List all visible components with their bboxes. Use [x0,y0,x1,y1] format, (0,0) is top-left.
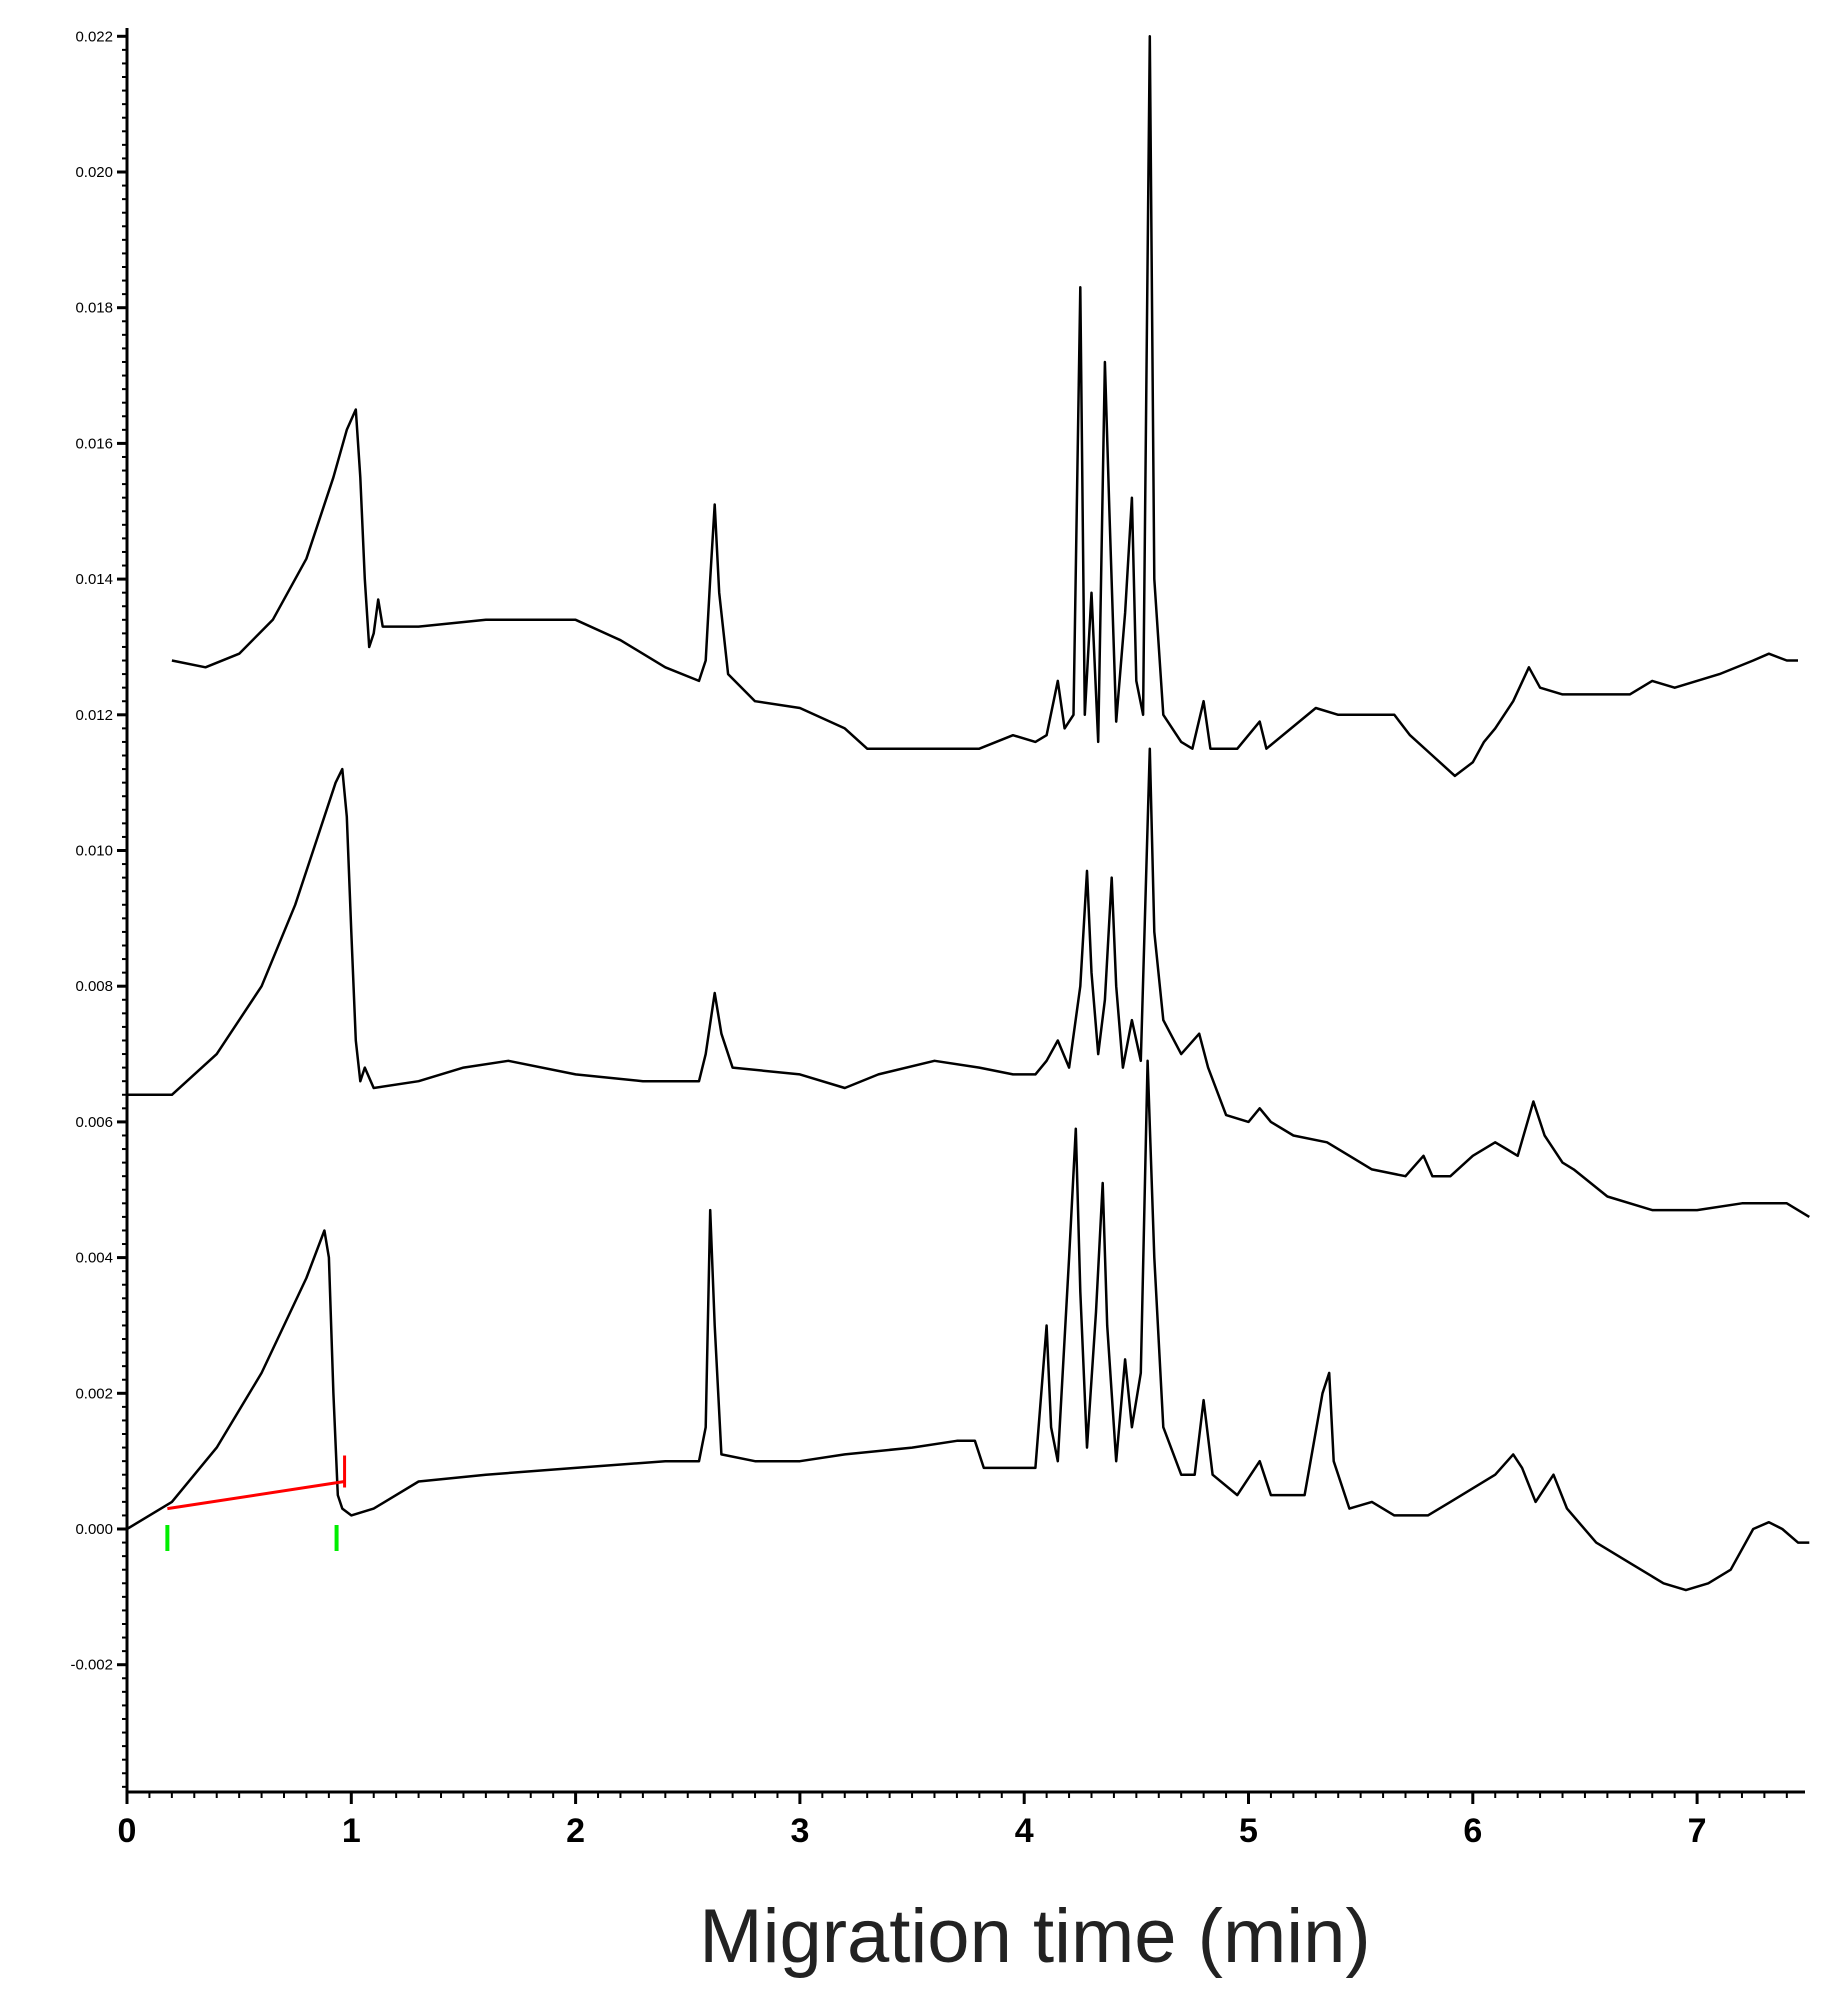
x-axis: 0 1 2 3 4 5 6 7 [118,1790,1805,1850]
integration-baseline [167,1480,345,1511]
x-tick-label: 2 [566,1812,585,1850]
electropherogram-trace-1 [171,35,1798,778]
y-tick-label: 0.014 [75,571,113,588]
y-axis: -0.002 0.000 0.002 0.004 0.006 0.008 0.010 0.01… [70,28,129,1792]
x-tick-label: 5 [1239,1812,1258,1850]
y-tick-label: 0.016 [75,435,113,452]
x-tick-label: 6 [1463,1812,1482,1850]
x-tick-label: 1 [342,1812,361,1850]
electropherogram-trace-2 [127,747,1810,1218]
y-tick-label: 0.010 [75,843,113,860]
x-tick-label: 4 [1015,1812,1034,1850]
y-tick-label: 0.006 [75,1114,113,1131]
electropherogram-trace-3 [126,1059,1810,1592]
y-tick-label: 0.000 [75,1521,113,1538]
y-tick-label: 0.002 [75,1385,113,1402]
x-tick-label: 3 [790,1812,809,1850]
y-tick-label: -0.002 [70,1657,113,1674]
y-tick-label: 0.008 [75,978,113,995]
series-layer [126,35,1810,1592]
y-tick-label: 0.018 [75,300,113,317]
y-tick-label: 0.020 [75,164,113,181]
y-tick-label: 0.004 [75,1250,113,1267]
x-tick-label: 7 [1688,1812,1707,1850]
y-tick-label: 0.012 [75,707,113,724]
y-tick-label: 0.022 [75,28,113,45]
x-tick-label: 0 [118,1812,137,1850]
x-axis-title: Migration time (min) [699,1894,1370,1979]
baseline-annotation [165,1455,347,1551]
